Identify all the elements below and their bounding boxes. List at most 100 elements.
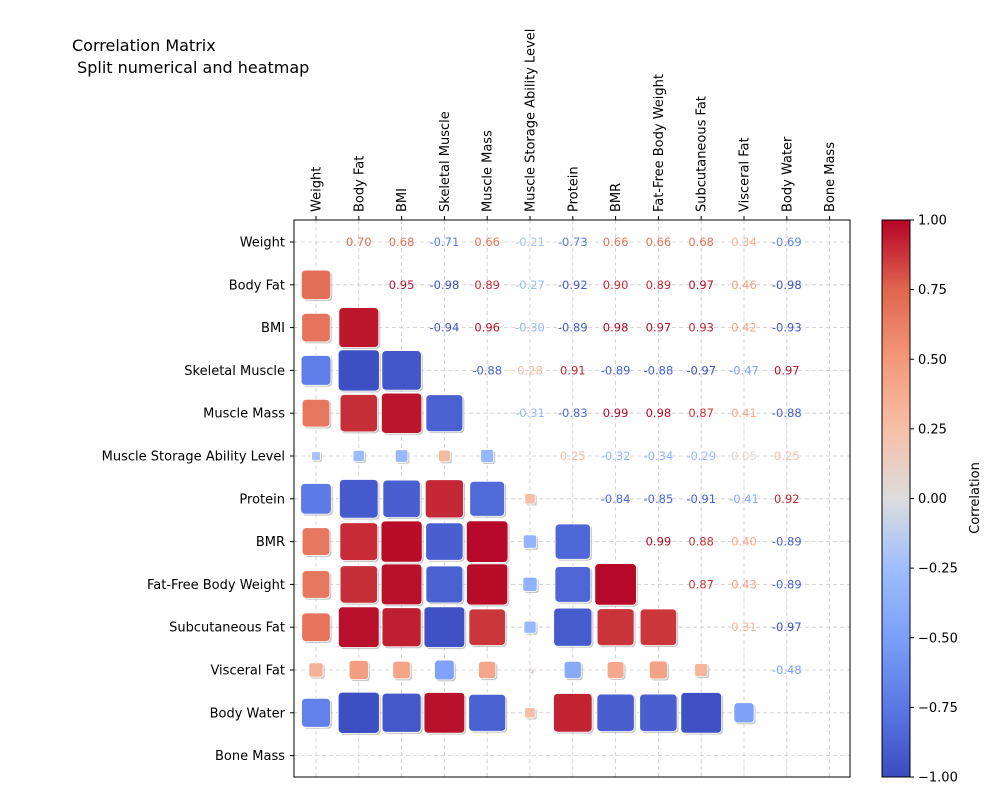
y-tick-label: Visceral Fat: [210, 664, 285, 679]
heatmap-cell: [339, 565, 378, 604]
heatmap-cell: [468, 608, 506, 646]
correlation-value: 0.05: [731, 449, 757, 463]
correlation-value: -0.34: [644, 449, 674, 463]
correlation-value: 0.66: [646, 235, 672, 249]
heatmap-cell: [438, 449, 451, 463]
heatmap-cell: [337, 691, 380, 734]
x-tick-label: Muscle Mass: [481, 130, 496, 212]
correlation-value: 0.66: [474, 235, 500, 249]
heatmap-cell: [606, 661, 625, 679]
heatmap-cell: [339, 522, 379, 561]
x-tick-label: Bone Mass: [823, 142, 838, 212]
axis-labels: Weight Weight Body Fat Body Fat BMI BMI Skelet…: [102, 29, 838, 764]
correlation-value: 0.66: [603, 235, 629, 249]
heatmap-cell: [522, 534, 538, 549]
heatmap-cell: [308, 662, 324, 678]
correlation-value: -0.91: [686, 492, 716, 506]
correlation-value: -0.84: [601, 492, 631, 506]
heatmap-cell: [733, 702, 755, 724]
heatmap-cell: [523, 620, 537, 634]
y-tick-label: Body Fat: [229, 278, 285, 293]
correlation-value: 0.40: [731, 535, 757, 549]
correlation-value: -0.92: [558, 278, 588, 292]
heatmap-cells: [300, 269, 756, 735]
correlation-value: 0.25: [774, 449, 800, 463]
correlation-value: 0.93: [688, 321, 714, 335]
correlation-value: 0.96: [474, 321, 500, 335]
colorbar-tick-label: −0.25: [918, 562, 958, 577]
correlation-value: 0.68: [389, 235, 415, 249]
heatmap-cell: [524, 707, 536, 719]
x-tick-label: Subcutaneous Fat: [695, 96, 710, 212]
heatmap-cell: [469, 480, 506, 517]
heatmap-cell: [434, 659, 455, 681]
heatmap-cell: [425, 522, 464, 561]
colorbar: [881, 219, 911, 778]
y-tick-label: Protein: [239, 492, 285, 507]
heatmap-cell: [338, 307, 380, 348]
correlation-value: 0.46: [731, 278, 757, 292]
correlation-value: 0.68: [688, 235, 714, 249]
heatmap-cell: [352, 449, 365, 463]
y-tick-label: Bone Mass: [215, 749, 285, 764]
heatmap-cell: [300, 269, 332, 300]
heatmap-cell: [338, 606, 380, 648]
heatmap-cell: [301, 697, 331, 728]
colorbar-tick-label: 1.00: [918, 214, 947, 229]
heatmap-cell: [381, 607, 422, 648]
correlation-value: -0.88: [772, 406, 802, 420]
heatmap-cell: [301, 612, 331, 642]
heatmap-cell: [425, 394, 464, 433]
heatmap-cell: [639, 693, 678, 732]
correlation-value: 0.87: [688, 577, 714, 591]
heatmap-cell: [594, 563, 637, 606]
heatmap-cell: [301, 398, 331, 428]
y-tick-label: Muscle Mass: [203, 407, 285, 422]
correlation-value: -0.85: [644, 492, 674, 506]
correlation-value: -0.89: [558, 321, 588, 335]
correlation-value: 0.42: [731, 321, 757, 335]
heatmap-cell: [339, 394, 378, 433]
x-tick-label: Weight: [310, 167, 325, 212]
correlation-value: 0.28: [517, 363, 543, 377]
heatmap-cell: [348, 659, 369, 681]
heatmap-cell: [339, 479, 379, 519]
correlation-value: -0.93: [772, 321, 802, 335]
correlation-value: -0.29: [686, 449, 716, 463]
correlation-value: -0.73: [558, 235, 588, 249]
heatmap-cell: [425, 565, 464, 604]
y-tick-label: BMI: [261, 321, 285, 336]
heatmap-cell: [382, 479, 421, 518]
correlation-value: -0.69: [772, 235, 802, 249]
y-tick-label: Weight: [240, 236, 285, 251]
heatmap-cell: [423, 606, 466, 648]
correlation-value: -0.83: [558, 406, 588, 420]
correlation-value: 0.97: [688, 278, 714, 292]
heatmap-cell: [554, 523, 591, 560]
colorbar-label: Correlation: [968, 462, 983, 534]
heatmap-cell: [648, 660, 668, 680]
correlation-value: -0.89: [772, 577, 802, 591]
correlation-value: -0.30: [515, 321, 545, 335]
x-tick-label: Skeletal Muscle: [438, 111, 453, 212]
correlation-value: 0.92: [774, 492, 800, 506]
heatmap-cell: [300, 355, 332, 386]
correlation-value: -0.89: [772, 535, 802, 549]
correlation-value: 0.97: [646, 321, 672, 335]
x-tick-label: Muscle Storage Ability Level: [524, 29, 539, 212]
x-tick-label: BMR: [609, 183, 624, 212]
correlation-value: 0.98: [603, 321, 629, 335]
colorbar-tick-label: 0.00: [918, 492, 947, 507]
x-tick-label: Fat-Free Body Weight: [652, 74, 667, 212]
correlation-value: 0.99: [646, 535, 672, 549]
heatmap-cell: [381, 392, 423, 434]
correlation-value: 0.43: [731, 577, 757, 591]
y-tick-label: Subcutaneous Fat: [169, 621, 285, 636]
colorbar-tick-label: 0.75: [918, 283, 947, 298]
y-tick-label: Body Water: [210, 706, 286, 721]
heatmap-cell: [694, 663, 709, 677]
correlation-value: 0.89: [646, 278, 672, 292]
correlation-value: -0.97: [772, 620, 802, 634]
